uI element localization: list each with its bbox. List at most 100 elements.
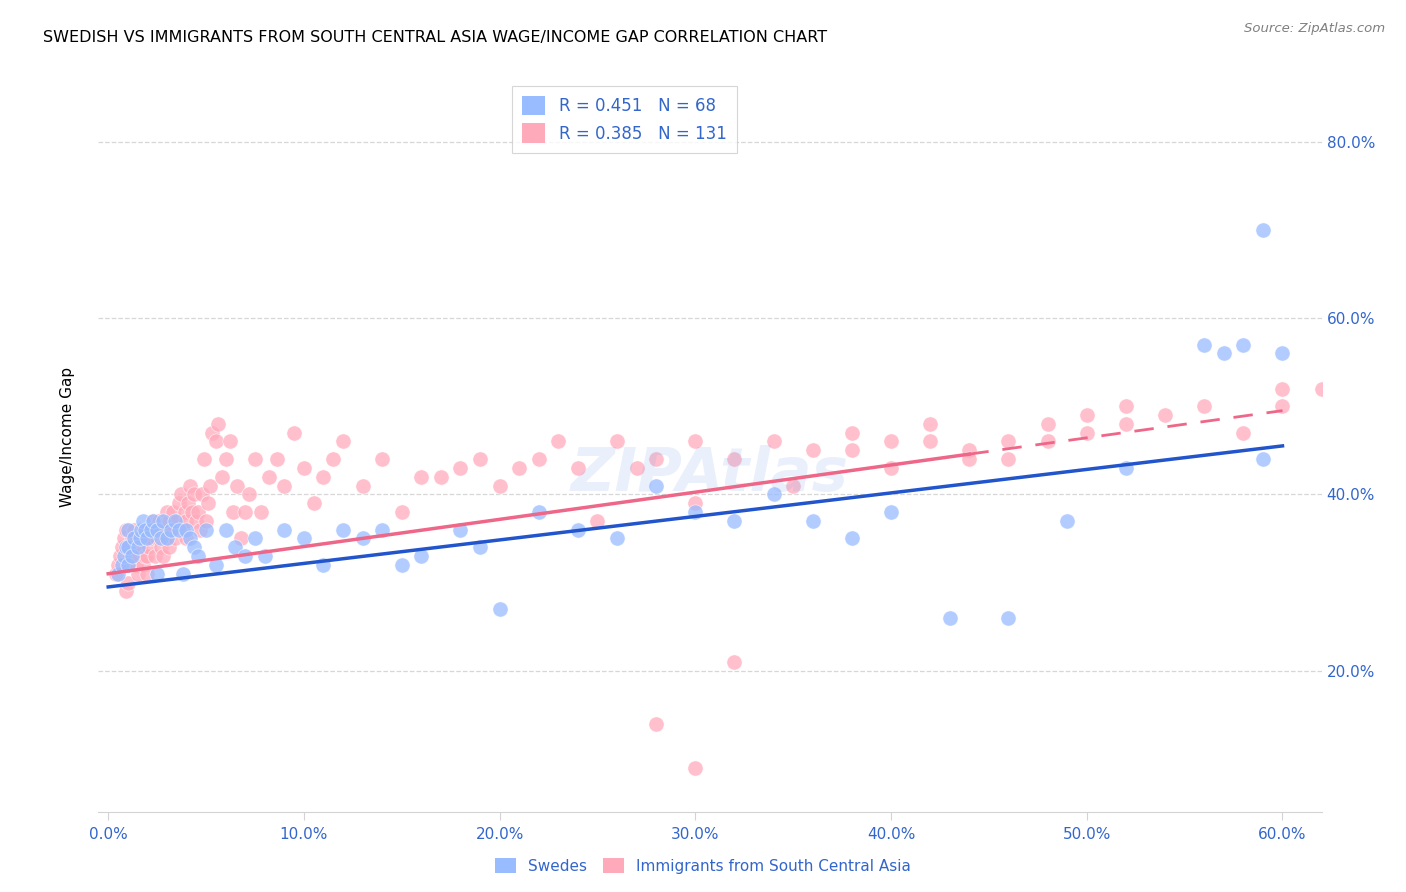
Point	[117, 541, 139, 555]
Point	[468, 541, 491, 555]
Point	[762, 487, 785, 501]
Point	[1251, 223, 1274, 237]
Point	[302, 496, 325, 510]
Point	[685, 761, 707, 775]
Point	[920, 417, 942, 431]
Point	[166, 514, 188, 528]
Point	[157, 514, 180, 528]
Point	[156, 532, 179, 546]
Point	[198, 478, 221, 492]
Point	[187, 505, 209, 519]
Point	[188, 523, 211, 537]
Point	[177, 496, 200, 510]
Point	[114, 541, 136, 555]
Point	[132, 558, 155, 572]
Point	[127, 541, 149, 555]
Point	[176, 514, 198, 528]
Point	[997, 434, 1019, 449]
Point	[205, 434, 228, 449]
Point	[257, 469, 280, 483]
Point	[253, 549, 276, 563]
Point	[1192, 337, 1215, 351]
Point	[108, 549, 131, 563]
Point	[782, 478, 804, 492]
Point	[134, 532, 156, 546]
Point	[1271, 399, 1294, 413]
Point	[112, 549, 135, 563]
Point	[167, 496, 190, 510]
Point	[127, 549, 149, 563]
Point	[645, 716, 668, 731]
Point	[148, 514, 170, 528]
Point	[243, 452, 266, 467]
Point	[112, 532, 135, 546]
Point	[187, 549, 209, 563]
Point	[127, 566, 149, 581]
Point	[179, 478, 201, 492]
Point	[243, 532, 266, 546]
Point	[273, 523, 295, 537]
Point	[233, 549, 256, 563]
Point	[1192, 399, 1215, 413]
Point	[111, 541, 134, 555]
Point	[508, 461, 530, 475]
Point	[150, 523, 173, 537]
Point	[191, 487, 214, 501]
Point	[117, 541, 139, 555]
Point	[205, 558, 228, 572]
Point	[107, 566, 129, 581]
Point	[450, 461, 472, 475]
Point	[117, 523, 139, 537]
Point	[645, 452, 668, 467]
Point	[207, 417, 229, 431]
Point	[111, 558, 134, 572]
Point	[292, 532, 315, 546]
Point	[117, 575, 139, 590]
Point	[723, 514, 745, 528]
Point	[762, 434, 785, 449]
Point	[547, 434, 569, 449]
Point	[156, 505, 179, 519]
Y-axis label: Wage/Income Gap: Wage/Income Gap	[60, 367, 75, 508]
Point	[121, 549, 143, 563]
Point	[371, 523, 394, 537]
Point	[150, 541, 173, 555]
Point	[172, 566, 194, 581]
Point	[146, 523, 169, 537]
Point	[136, 523, 159, 537]
Point	[183, 541, 205, 555]
Point	[391, 558, 413, 572]
Point	[527, 505, 550, 519]
Point	[312, 469, 335, 483]
Point	[841, 425, 863, 440]
Point	[114, 523, 136, 537]
Point	[273, 478, 295, 492]
Legend: R = 0.451   N = 68, R = 0.385   N = 131: R = 0.451 N = 68, R = 0.385 N = 131	[512, 86, 737, 153]
Point	[132, 523, 155, 537]
Point	[186, 514, 208, 528]
Point	[224, 541, 246, 555]
Point	[222, 505, 245, 519]
Point	[332, 434, 354, 449]
Point	[118, 549, 141, 563]
Point	[841, 443, 863, 458]
Point	[1115, 417, 1137, 431]
Point	[136, 532, 159, 546]
Legend: Swedes, Immigrants from South Central Asia: Swedes, Immigrants from South Central As…	[489, 852, 917, 880]
Point	[1271, 346, 1294, 360]
Point	[152, 549, 174, 563]
Point	[231, 532, 253, 546]
Point	[157, 541, 180, 555]
Point	[122, 532, 145, 546]
Point	[160, 523, 183, 537]
Point	[117, 558, 139, 572]
Text: Source: ZipAtlas.com: Source: ZipAtlas.com	[1244, 22, 1385, 36]
Point	[312, 558, 335, 572]
Point	[283, 425, 305, 440]
Point	[1036, 417, 1059, 431]
Point	[141, 523, 163, 537]
Point	[801, 443, 824, 458]
Point	[121, 532, 143, 546]
Point	[146, 566, 169, 581]
Point	[1036, 434, 1059, 449]
